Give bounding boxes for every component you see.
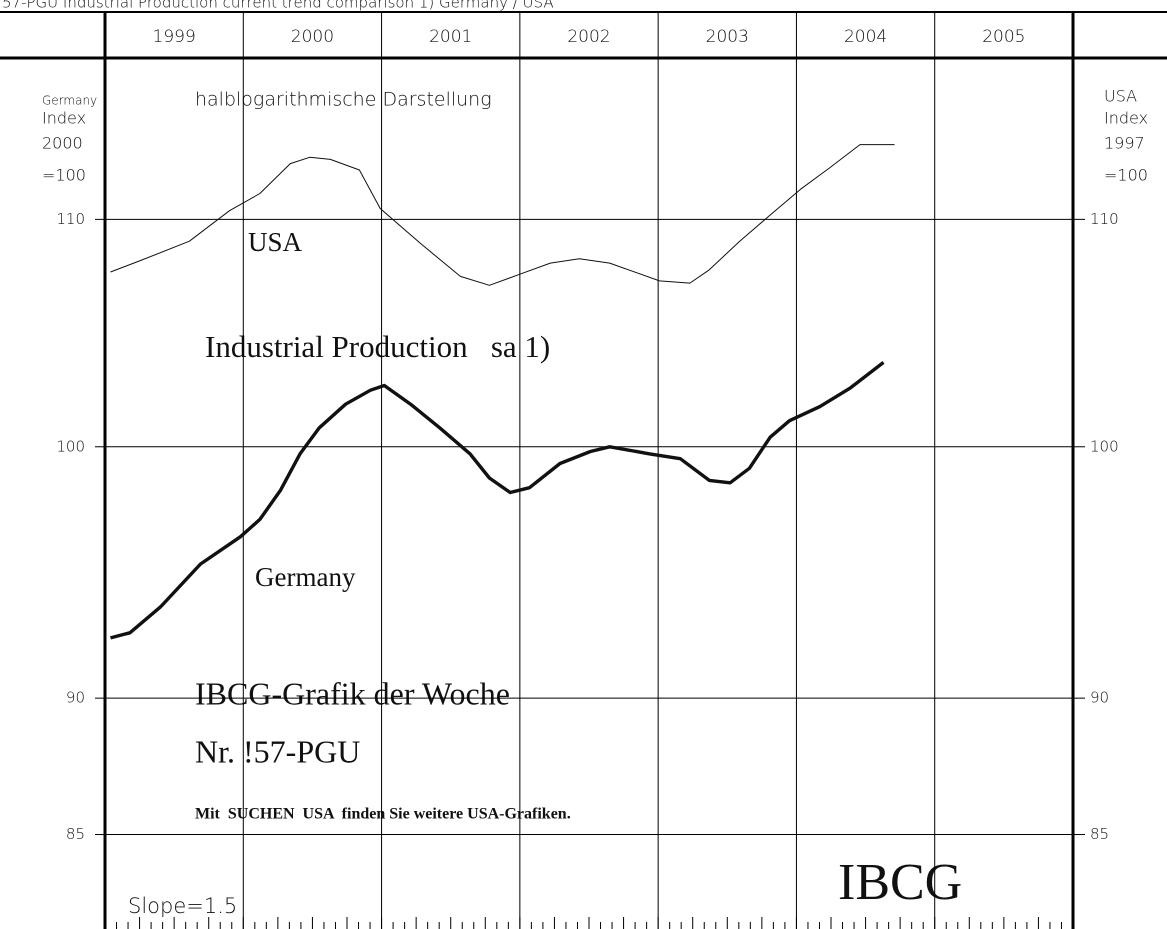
y-axis-label: Germany — [42, 94, 97, 108]
chart-title: !57-PGU Industrial Production current tr… — [0, 0, 554, 12]
x-tick-label: 2001 — [429, 27, 472, 47]
y-axis-label: 2000 — [42, 134, 83, 153]
y-tick-label: 110 — [56, 210, 85, 228]
annotation: Industrial Production sa 1) — [205, 329, 550, 364]
y-tick-label: 100 — [56, 437, 85, 455]
x-tick-label: 2003 — [706, 27, 749, 47]
y2-tick-label: 85 — [1090, 825, 1109, 843]
annotation: Mit SUCHEN USA finden Sie weitere USA-Gr… — [195, 806, 571, 823]
y-tick-label: 85 — [66, 825, 85, 843]
series-label: USA — [248, 227, 303, 257]
y2-axis-label: 1997 — [1104, 134, 1145, 153]
x-tick-label: 1999 — [153, 27, 196, 47]
y-axis-label: =100 — [42, 166, 86, 185]
subtitle: halblogarithmische Darstellung — [195, 89, 492, 111]
annotation: IBCG-Grafik der Woche — [195, 675, 510, 711]
y2-tick-label: 100 — [1090, 437, 1119, 455]
y2-axis-label: =100 — [1104, 166, 1148, 185]
annotation: IBCG — [838, 854, 962, 911]
x-tick-label: 2000 — [291, 27, 334, 47]
series-line — [110, 361, 885, 640]
x-tick-label: 2004 — [844, 27, 887, 47]
series-label: Germany — [255, 562, 356, 592]
x-tick-label: 2005 — [982, 27, 1025, 47]
series-line — [110, 144, 895, 286]
annotation: Slope=1.5 — [128, 894, 237, 918]
y2-axis-label: Index — [1104, 109, 1148, 128]
y2-axis-label: USA — [1104, 87, 1137, 106]
y2-tick-label: 90 — [1090, 689, 1109, 707]
y2-tick-label: 110 — [1090, 210, 1119, 228]
y-axis-label: Index — [42, 109, 86, 128]
x-tick-label: 2002 — [567, 27, 610, 47]
y-tick-label: 90 — [66, 689, 85, 707]
annotation: Nr. !57-PGU — [195, 733, 360, 769]
